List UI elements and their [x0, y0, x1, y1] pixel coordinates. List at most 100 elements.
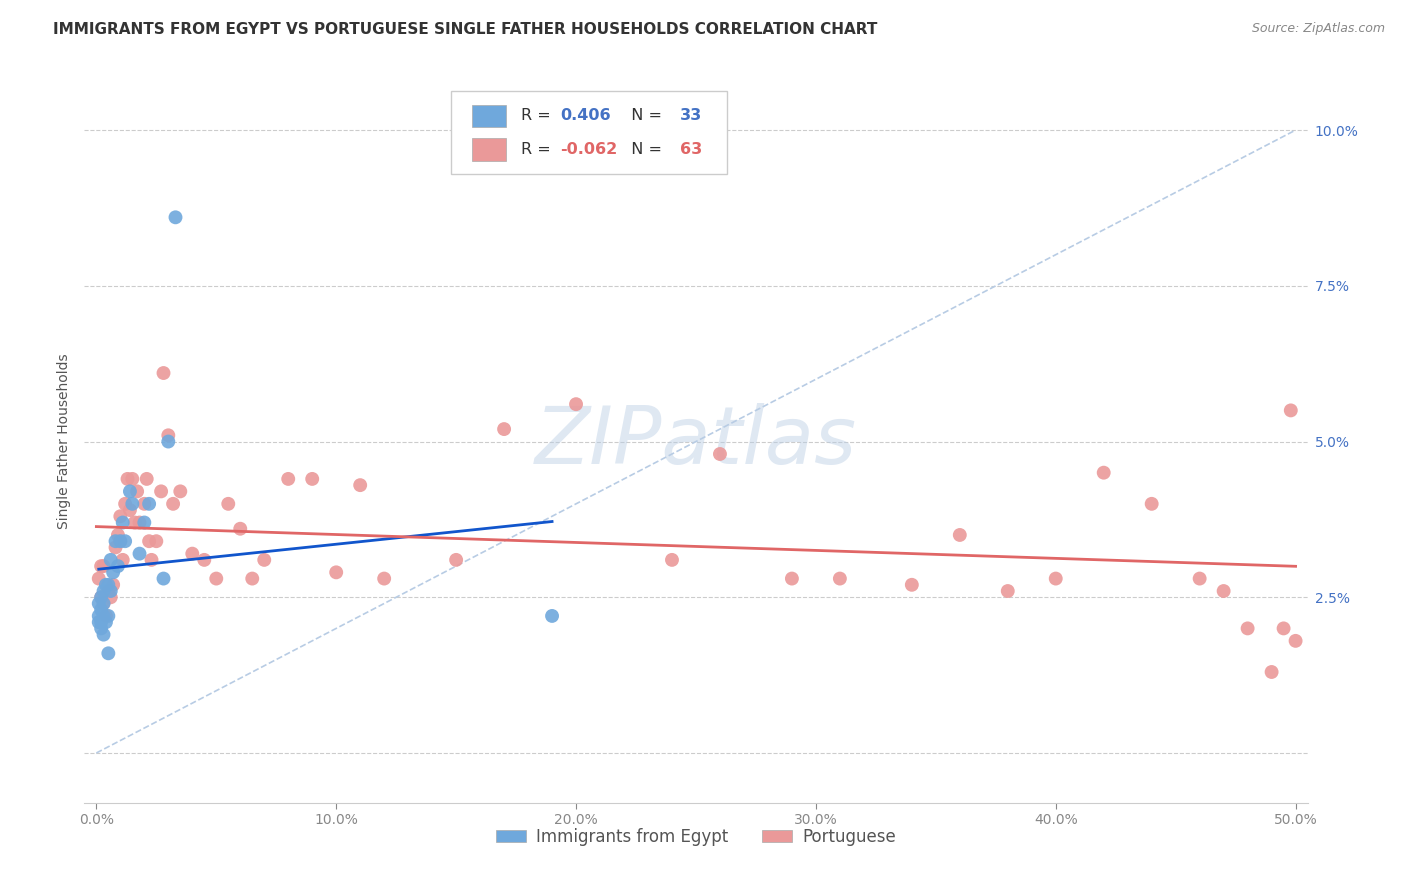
Y-axis label: Single Father Households: Single Father Households	[58, 354, 72, 529]
Point	[301, 472, 323, 486]
Point	[87, 615, 110, 630]
Point	[444, 553, 467, 567]
Point	[114, 534, 136, 549]
Point	[93, 609, 115, 624]
Point	[104, 541, 127, 555]
Point	[97, 609, 120, 624]
Point	[181, 547, 204, 561]
Point	[121, 497, 143, 511]
FancyBboxPatch shape	[451, 91, 727, 174]
Point	[1260, 665, 1282, 679]
Point	[145, 534, 167, 549]
Point	[138, 534, 160, 549]
Point	[118, 503, 141, 517]
Text: 33: 33	[681, 109, 703, 123]
Point	[124, 516, 146, 530]
Point	[107, 528, 129, 542]
Point	[90, 621, 112, 635]
Point	[901, 578, 924, 592]
Point	[111, 553, 134, 567]
Point	[169, 484, 191, 499]
Text: N =: N =	[621, 142, 668, 157]
Point	[325, 566, 347, 580]
Point	[240, 572, 263, 586]
Point	[87, 597, 110, 611]
Point	[1140, 497, 1163, 511]
Point	[93, 597, 115, 611]
Point	[87, 609, 110, 624]
Point	[193, 553, 215, 567]
Legend: Immigrants from Egypt, Portuguese: Immigrants from Egypt, Portuguese	[489, 821, 903, 852]
Point	[111, 516, 134, 530]
Point	[118, 484, 141, 499]
Point	[87, 572, 110, 586]
Point	[709, 447, 731, 461]
Point	[1272, 621, 1295, 635]
Point	[150, 484, 173, 499]
Text: Source: ZipAtlas.com: Source: ZipAtlas.com	[1251, 22, 1385, 36]
Point	[114, 497, 136, 511]
Point	[949, 528, 972, 542]
Text: ZIPatlas: ZIPatlas	[534, 402, 858, 481]
Point	[100, 553, 122, 567]
Point	[104, 534, 127, 549]
Point	[97, 646, 120, 660]
Point	[152, 366, 174, 380]
Point	[165, 211, 187, 225]
Point	[494, 422, 516, 436]
Point	[90, 615, 112, 630]
Point	[107, 559, 129, 574]
Point	[661, 553, 683, 567]
Text: 0.406: 0.406	[560, 109, 610, 123]
Point	[97, 584, 120, 599]
Point	[97, 578, 120, 592]
Point	[565, 397, 588, 411]
Point	[141, 553, 163, 567]
Point	[121, 472, 143, 486]
Point	[1045, 572, 1067, 586]
Point	[1279, 403, 1302, 417]
Point	[1284, 633, 1306, 648]
Text: 63: 63	[681, 142, 703, 157]
Point	[828, 572, 851, 586]
Point	[229, 522, 252, 536]
FancyBboxPatch shape	[472, 138, 506, 161]
Point	[93, 627, 115, 641]
Point	[157, 428, 180, 442]
Point	[117, 472, 139, 486]
Point	[134, 497, 156, 511]
Point	[90, 559, 112, 574]
Text: N =: N =	[621, 109, 668, 123]
Point	[162, 497, 184, 511]
Text: IMMIGRANTS FROM EGYPT VS PORTUGUESE SINGLE FATHER HOUSEHOLDS CORRELATION CHART: IMMIGRANTS FROM EGYPT VS PORTUGUESE SING…	[53, 22, 877, 37]
Point	[101, 566, 124, 580]
Point	[997, 584, 1019, 599]
Point	[135, 472, 157, 486]
Point	[1212, 584, 1234, 599]
Point	[128, 516, 150, 530]
Point	[1092, 466, 1115, 480]
Point	[101, 578, 124, 592]
Point	[253, 553, 276, 567]
Point	[93, 597, 115, 611]
Point	[1236, 621, 1258, 635]
Point	[110, 509, 132, 524]
Point	[277, 472, 299, 486]
Point	[205, 572, 228, 586]
Point	[127, 484, 149, 499]
Text: -0.062: -0.062	[560, 142, 617, 157]
Point	[134, 516, 156, 530]
Point	[94, 578, 117, 592]
Point	[157, 434, 180, 449]
Point	[373, 572, 395, 586]
Point	[138, 497, 160, 511]
Point	[780, 572, 803, 586]
Text: R =: R =	[522, 142, 555, 157]
Point	[93, 584, 115, 599]
Point	[94, 615, 117, 630]
Point	[110, 534, 132, 549]
Point	[1188, 572, 1211, 586]
Point	[93, 559, 115, 574]
Point	[217, 497, 239, 511]
Point	[94, 609, 117, 624]
